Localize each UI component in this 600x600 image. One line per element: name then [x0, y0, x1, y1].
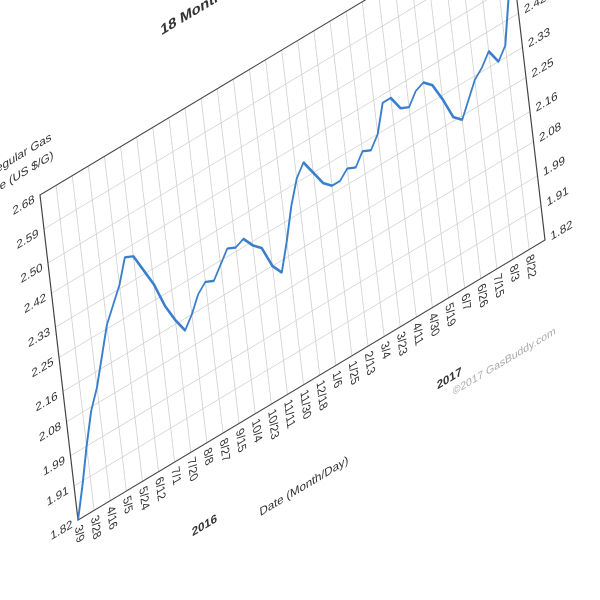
y-tick-label-right: 1.91: [546, 183, 569, 209]
y-tick-label: 2.59: [16, 226, 39, 252]
watermark: ©2017 GasBuddy.com: [452, 325, 556, 398]
x-tick-label: 11/11: [282, 396, 298, 431]
x-grid-line: [168, 117, 208, 443]
plot-frame: [39, 0, 546, 521]
x-grid-line: [249, 69, 288, 395]
x-grid-line: [120, 146, 159, 472]
x-tick-label: 5/19: [443, 300, 458, 330]
y-tick-label: 2.33: [27, 324, 50, 350]
y-tick-label-right: 2.42: [523, 0, 546, 17]
x-grid-line: [442, 0, 482, 279]
y-tick-label: 2.42: [23, 290, 46, 316]
y-tick-label-right: 2.16: [535, 89, 558, 115]
x-tick-label: 5/5: [121, 493, 136, 517]
x-tick-label: 4/11: [411, 319, 426, 348]
y-tick-label: 2.68: [12, 192, 35, 218]
x-tick-label: 10/23: [266, 406, 282, 442]
y-tick-label: 2.25: [31, 354, 54, 380]
y-tick-label: 2.08: [38, 419, 61, 445]
x-tick-label: 3/4: [378, 338, 393, 362]
x-tick-label: 9/15: [233, 425, 248, 455]
x-grid-line: [71, 175, 111, 501]
x-grid-line: [474, 0, 514, 260]
y-tick-label: 2.50: [20, 260, 43, 286]
grid-line: [62, 111, 531, 392]
x-grid-line: [265, 59, 304, 386]
x-grid-line: [297, 40, 337, 366]
x-tick-label: 7/15: [491, 271, 506, 301]
y-tick-label: 1.91: [46, 483, 69, 509]
x-grid-line: [329, 20, 369, 347]
x-tick-label: 8/8: [201, 445, 216, 469]
y-tick-label: 1.99: [42, 453, 65, 479]
x-tick-label: 7/20: [185, 454, 200, 484]
x-grid-line: [394, 0, 433, 308]
x-tick-label: 4/16: [104, 503, 119, 533]
grid-line: [43, 0, 512, 230]
x-tick-label: 5/24: [137, 483, 152, 513]
x-grid-line: [426, 0, 466, 289]
grid-line: [70, 175, 538, 457]
x-grid-line: [345, 11, 385, 337]
y-tick-label-right: 2.25: [531, 55, 554, 81]
x-tick-label: 8/27: [217, 435, 232, 465]
x-grid-line: [313, 30, 353, 357]
x-tick-label: 1/25: [346, 358, 361, 388]
x-grid-line: [136, 136, 176, 463]
x-tick-label: 2/13: [362, 348, 377, 378]
x-tick-label: 3/23: [394, 329, 409, 359]
x-tick-label: 3/28: [88, 512, 103, 542]
y-tick-label-right: 1.99: [542, 153, 565, 179]
y-tick-label-right: 1.82: [550, 217, 573, 243]
x-grid-line: [377, 0, 417, 318]
grid-line: [47, 0, 516, 264]
x-grid-line: [55, 185, 95, 511]
x-grid-line: [184, 107, 224, 434]
x-grid-line: [232, 78, 272, 405]
x-axis-label: Date (Month/Day): [259, 453, 349, 519]
x-tick-label: 12/18: [314, 377, 330, 413]
x-grid-line: [87, 165, 127, 492]
x-grid-line: [152, 127, 192, 453]
y-tick-label: 2.16: [35, 388, 58, 414]
y-tick-label: 1.82: [50, 517, 73, 543]
x-tick-label: 1/6: [330, 367, 345, 391]
x-tick-label: 6/12: [153, 474, 168, 504]
x-tick-label: 3/9: [72, 522, 87, 546]
x-tick-label: 11/30: [298, 387, 314, 423]
grid-line: [66, 141, 534, 423]
x-grid-line: [281, 49, 321, 376]
x-grid-line: [490, 0, 530, 250]
x-tick-label: 4/30: [427, 310, 442, 340]
x-grid-line: [200, 98, 240, 424]
grid-line: [51, 12, 519, 294]
grid-line: [55, 46, 523, 328]
grid-line: [39, 0, 508, 196]
x-tick-label: 7/1: [169, 464, 184, 488]
x-tick-label: 6/7: [459, 290, 474, 314]
x-tick-label: 10/4: [249, 416, 264, 446]
chart-title: 18 Month A: [160, 0, 237, 39]
x-tick-label: 8/3: [507, 261, 522, 285]
year-label: 2016: [191, 511, 218, 539]
grid-line: [73, 205, 542, 487]
x-grid-line: [216, 88, 256, 415]
x-grid-line: [458, 0, 498, 270]
x-grid-line: [361, 1, 401, 328]
y-tick-label-right: 2.08: [538, 119, 561, 145]
grid-line: [58, 77, 527, 358]
x-tick-label: 6/26: [475, 281, 490, 311]
y-tick-label-right: 2.33: [527, 24, 550, 50]
price-line: [76, 0, 510, 521]
chart-plane: 18 Month A egular Gas rice (US $/G) Date…: [0, 0, 573, 546]
x-grid-line: [104, 156, 143, 482]
x-grid-line: [410, 0, 449, 299]
x-tick-label: 8/22: [523, 252, 538, 282]
